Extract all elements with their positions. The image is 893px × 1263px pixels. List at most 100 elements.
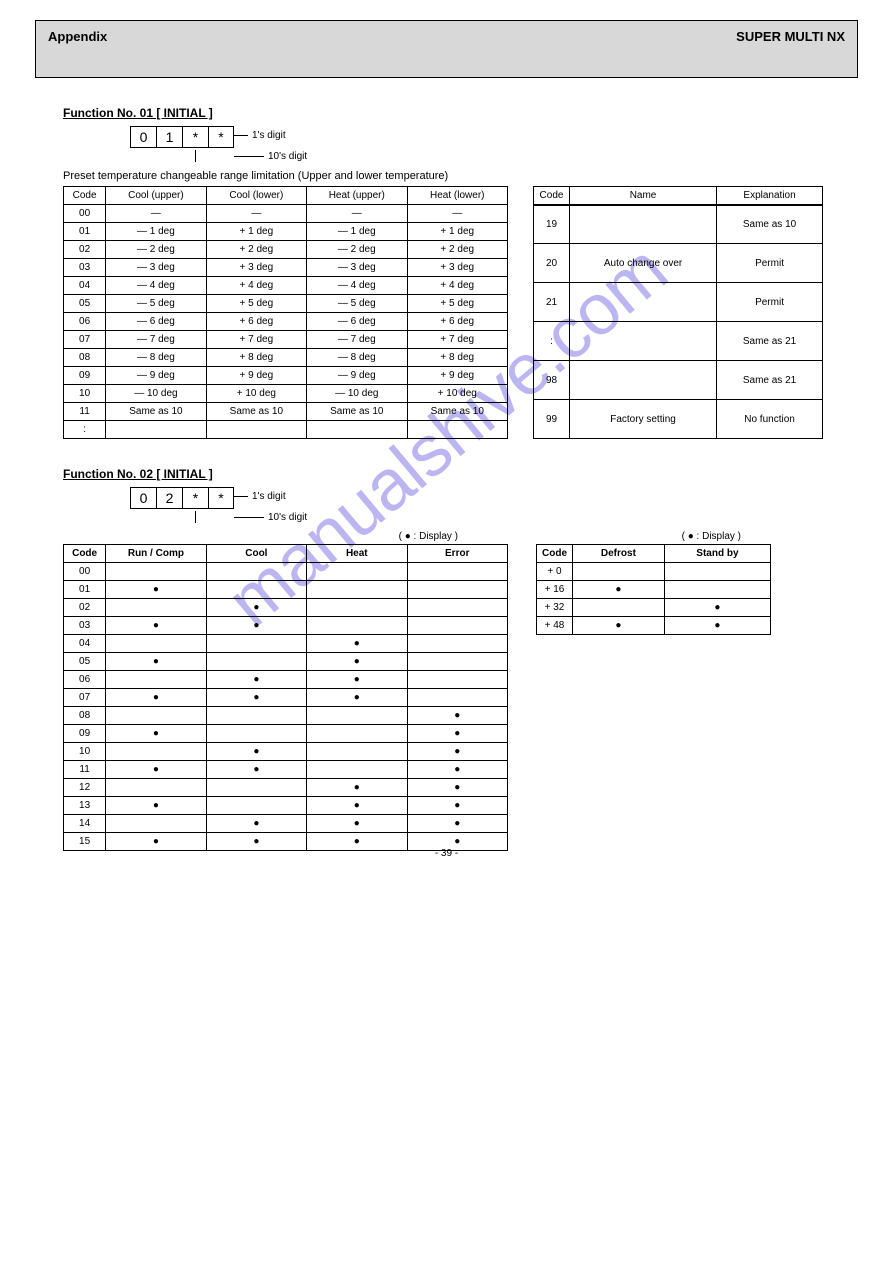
table-cell: 07 (64, 331, 106, 349)
table-cell (570, 322, 717, 361)
code-cell: 1 (156, 126, 182, 148)
table-cell: 02 (64, 599, 106, 617)
table-cell: Same as 21 (717, 361, 823, 400)
table-cell: 04 (64, 635, 106, 653)
table-codes-extra: Code Name Explanation 19Same as 1020Auto… (533, 186, 823, 439)
table-display-main: Code Run / Comp Cool Heat Error 00010203… (63, 544, 508, 851)
table-cell (407, 653, 508, 671)
table-cell: — 10 deg (307, 385, 407, 403)
table-cell: Same as 10 (307, 403, 407, 421)
table-row: 02 (64, 599, 508, 617)
dot-icon (714, 620, 720, 631)
table-cell (307, 671, 407, 689)
col-header: Stand by (664, 545, 770, 563)
table-cell: + 9 deg (407, 367, 508, 385)
dot-icon (354, 692, 360, 703)
table-cell (106, 617, 206, 635)
table-cell (106, 743, 206, 761)
table-row: + 32 (537, 599, 771, 617)
dot-icon (354, 638, 360, 649)
table-cell: + 3 deg (407, 259, 508, 277)
table-cell (570, 283, 717, 322)
table-cell (407, 421, 508, 439)
table-cell (106, 653, 206, 671)
code-cell: 0 (130, 126, 156, 148)
table-cell (307, 581, 407, 599)
table-cell (664, 563, 770, 581)
table-cell (106, 581, 206, 599)
dot-icon (354, 656, 360, 667)
table-cell: 99 (534, 400, 570, 439)
table-cell (664, 581, 770, 599)
table-row: 04— 4 deg+ 4 deg— 4 deg+ 4 deg (64, 277, 508, 295)
dot-icon (153, 728, 159, 739)
col-header: Cool (lower) (206, 187, 306, 205)
table-cell: + 1 deg (206, 223, 306, 241)
dot-icon (454, 746, 460, 757)
table-cell: + 5 deg (206, 295, 306, 313)
dot-icon (354, 836, 360, 847)
table-cell: 04 (64, 277, 106, 295)
col-header: Name (570, 187, 717, 205)
table-cell: — 2 deg (106, 241, 206, 259)
preset-note: Preset temperature changeable range limi… (63, 170, 858, 182)
table-cell (307, 653, 407, 671)
table-cell: 09 (64, 367, 106, 385)
dot-icon (454, 782, 460, 793)
table-cell (206, 779, 306, 797)
table-cell (307, 707, 407, 725)
table-cell: — 4 deg (307, 277, 407, 295)
table-cell: + 7 deg (407, 331, 508, 349)
table-cell: 15 (64, 833, 106, 851)
table-cell: 14 (64, 815, 106, 833)
table-cell: + 10 deg (407, 385, 508, 403)
table-cell (206, 617, 306, 635)
table-row: 10 (64, 743, 508, 761)
header-bar: Appendix SUPER MULTI NX (35, 20, 858, 78)
table-cell (307, 779, 407, 797)
table-cell: + 6 deg (407, 313, 508, 331)
table-cell: — 2 deg (307, 241, 407, 259)
table-cell: 10 (64, 743, 106, 761)
table-cell: 11 (64, 761, 106, 779)
table-cell (307, 725, 407, 743)
table-cell (407, 635, 508, 653)
dot-icon (454, 764, 460, 775)
dot-icon (153, 692, 159, 703)
table-cell: — (307, 205, 407, 223)
table-cell: Same as 10 (717, 205, 823, 244)
table-cell (206, 725, 306, 743)
table-cell: 98 (534, 361, 570, 400)
table-cell: — 3 deg (106, 259, 206, 277)
table-cell: 21 (534, 283, 570, 322)
table-cell (206, 635, 306, 653)
table-cell: — 5 deg (106, 295, 206, 313)
table-row: + 0 (537, 563, 771, 581)
table-cell (407, 779, 508, 797)
table-cell (664, 599, 770, 617)
table-cell (573, 617, 665, 635)
table-row: 19 Same as 10 (534, 205, 823, 244)
table-cell: No function (717, 400, 823, 439)
table-cell: Same as 21 (717, 322, 823, 361)
table-cell: — (106, 205, 206, 223)
cell-diagram-2: 0 2 * * 1's digit 10's digit (130, 487, 858, 523)
dot-icon (153, 764, 159, 775)
table-cell: — (206, 205, 306, 223)
cell-diagram-1: 0 1 * * 1's digit 10's digit (130, 126, 858, 162)
table-cell (573, 581, 665, 599)
table-cell: : (534, 322, 570, 361)
table-cell (106, 815, 206, 833)
table-cell: — 4 deg (106, 277, 206, 295)
table-cell (206, 563, 306, 581)
table-cell: Same as 10 (106, 403, 206, 421)
table-cell (407, 815, 508, 833)
table-row: : (64, 421, 508, 439)
table-cell (206, 761, 306, 779)
table-cell (307, 617, 407, 635)
table-cell: — 1 deg (307, 223, 407, 241)
dot-icon (615, 584, 621, 595)
table-cell: 19 (534, 205, 570, 244)
table-row: 15 (64, 833, 508, 851)
table-row: 21Permit (534, 283, 823, 322)
